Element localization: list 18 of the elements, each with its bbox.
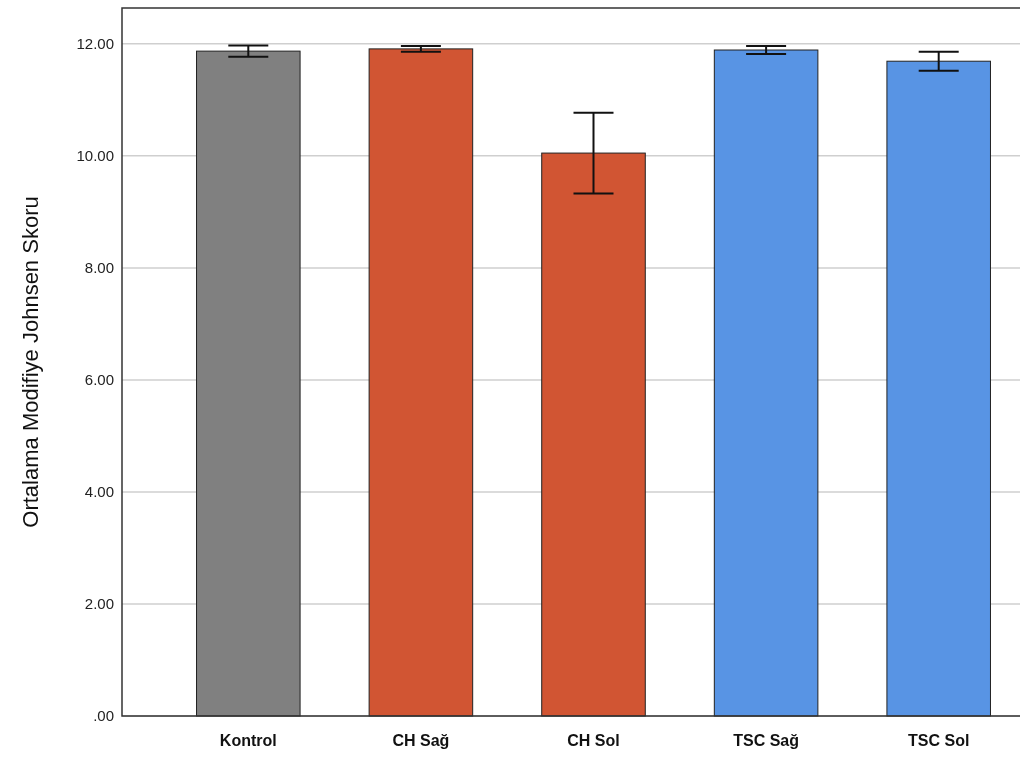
y-tick-label: 8.00 bbox=[84, 259, 114, 277]
bar bbox=[368, 48, 474, 717]
bar bbox=[886, 60, 991, 717]
y-tick-label: 4.00 bbox=[84, 483, 114, 501]
x-tick-label: CH Sol bbox=[567, 731, 620, 749]
bar bbox=[713, 49, 819, 717]
y-tick-label: 2.00 bbox=[84, 595, 114, 613]
y-axis-title: Ortalama Modifiye Johnsen Skoru bbox=[18, 196, 43, 528]
x-tick-label: Kontrol bbox=[219, 731, 277, 749]
y-tick-label: 10.00 bbox=[76, 147, 114, 165]
x-tick-label: TSC Sağ bbox=[733, 731, 799, 749]
bar bbox=[541, 152, 646, 717]
y-tick-label: .00 bbox=[93, 707, 114, 725]
x-tick-label: TSC Sol bbox=[908, 731, 970, 749]
bar bbox=[196, 50, 301, 717]
y-tick-label: 12.00 bbox=[76, 35, 114, 53]
x-tick-label: CH Sağ bbox=[392, 731, 450, 749]
y-tick-label: 6.00 bbox=[84, 371, 114, 389]
